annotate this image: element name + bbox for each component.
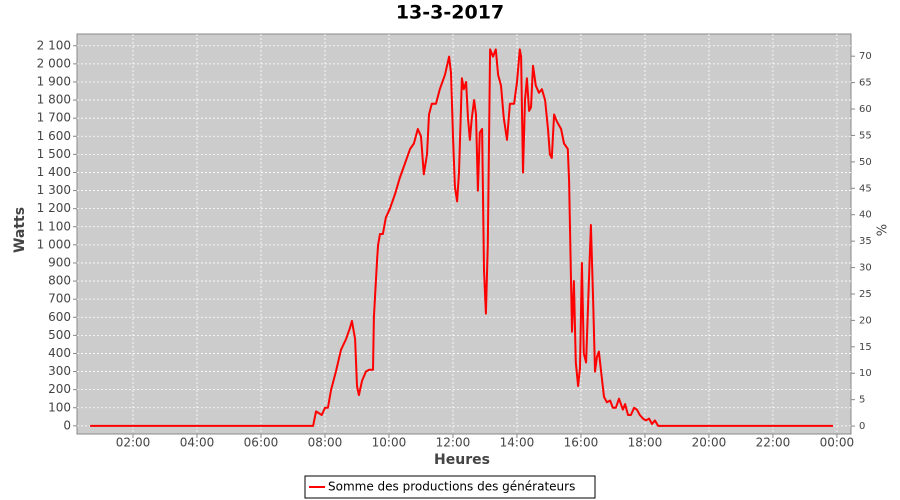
y2-tick-label: 50 bbox=[859, 157, 872, 168]
y-tick-label: 2 000 bbox=[37, 56, 71, 70]
y2-tick-label: 10 bbox=[859, 368, 872, 379]
y2-axis-label: % bbox=[876, 224, 891, 236]
y-tick-label: 400 bbox=[48, 346, 71, 360]
data-line bbox=[90, 48, 834, 427]
y2-tick-label: 5 bbox=[859, 395, 865, 406]
y2-tick-label: 0 bbox=[859, 421, 865, 432]
y-axis-label: Watts bbox=[12, 207, 28, 253]
x-tick-label: 02:00 bbox=[116, 436, 151, 450]
y2-tick-label: 30 bbox=[859, 263, 872, 274]
y2-tick-label: 25 bbox=[859, 289, 872, 300]
y-tick-label: 1 300 bbox=[37, 183, 71, 197]
x-tick-label: 22:00 bbox=[756, 436, 791, 450]
y-tick-label: 900 bbox=[48, 255, 71, 269]
x-tick-label: 04:00 bbox=[180, 436, 215, 450]
y-tick-label: 500 bbox=[48, 328, 71, 342]
legend bbox=[304, 475, 596, 499]
y-tick-label: 0 bbox=[63, 418, 71, 432]
y2-tick-label: 20 bbox=[859, 315, 872, 326]
y-tick-label: 2 100 bbox=[37, 38, 71, 52]
y2-tick-label: 60 bbox=[859, 104, 872, 115]
y2-tick-label: 65 bbox=[859, 78, 872, 89]
y-tick-label: 100 bbox=[48, 400, 71, 414]
x-tick-label: 08:00 bbox=[308, 436, 343, 450]
y-tick-label: 200 bbox=[48, 382, 71, 396]
y-tick-label: 1 400 bbox=[37, 165, 71, 179]
plot-area bbox=[76, 33, 852, 435]
y2-tick-label: 45 bbox=[859, 183, 872, 194]
y-tick-label: 1 200 bbox=[37, 201, 71, 215]
y-tick-label: 300 bbox=[48, 364, 71, 378]
x-axis-label: Heures bbox=[434, 452, 490, 468]
chart-title: 13-3-2017 bbox=[396, 2, 504, 24]
y-tick-label: 1 600 bbox=[37, 129, 71, 143]
y-tick-label: 600 bbox=[48, 310, 71, 324]
legend-label: Somme des productions des générateurs bbox=[328, 480, 575, 494]
y-tick-label: 1 800 bbox=[37, 93, 71, 107]
y2-tick-label: 55 bbox=[859, 130, 872, 141]
y2-tick-label: 70 bbox=[859, 51, 872, 62]
y-tick-label: 1 700 bbox=[37, 111, 71, 125]
y2-tick-label: 40 bbox=[859, 210, 872, 221]
y-tick-label: 1 100 bbox=[37, 219, 71, 233]
x-tick-label: 20:00 bbox=[692, 436, 727, 450]
y-tick-label: 1 000 bbox=[37, 237, 71, 251]
y2-tick-label: 35 bbox=[859, 236, 872, 247]
x-tick-label: 14:00 bbox=[500, 436, 535, 450]
x-tick-label: 06:00 bbox=[244, 436, 279, 450]
x-tick-label: 16:00 bbox=[564, 436, 599, 450]
y-tick-label: 1 900 bbox=[37, 74, 71, 88]
y2-tick-label: 15 bbox=[859, 342, 872, 353]
x-tick-label: 00:00 bbox=[820, 436, 855, 450]
y-tick-label: 1 500 bbox=[37, 147, 71, 161]
y-tick-label: 800 bbox=[48, 274, 71, 288]
y-tick-label: 700 bbox=[48, 292, 71, 306]
x-tick-label: 12:00 bbox=[436, 436, 471, 450]
x-tick-label: 18:00 bbox=[628, 436, 663, 450]
x-tick-label: 10:00 bbox=[372, 436, 407, 450]
